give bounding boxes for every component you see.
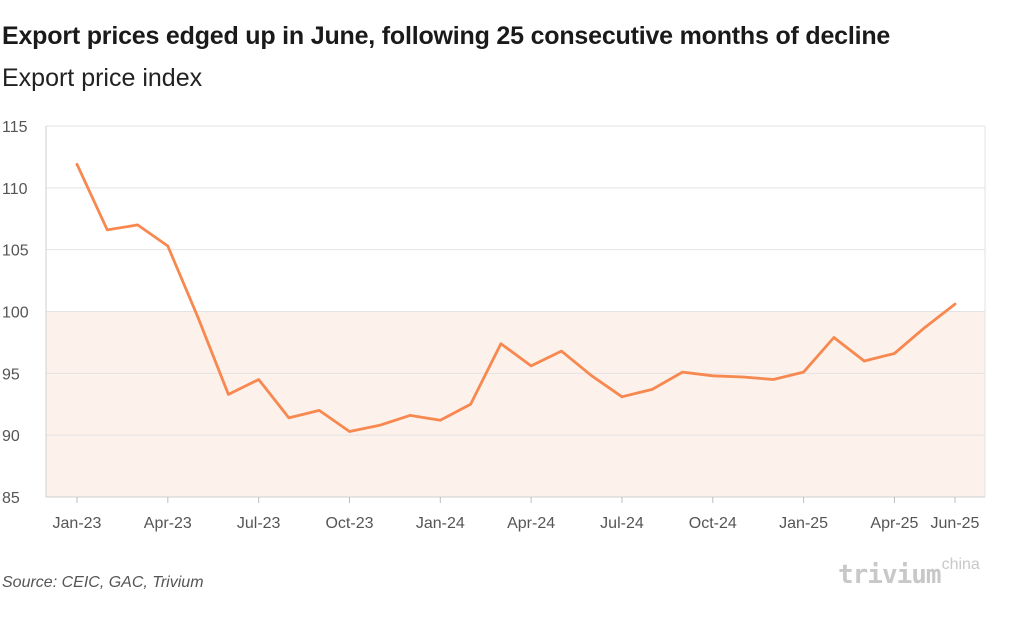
data-point-May-23 bbox=[196, 316, 200, 319]
x-tick-label-Apr-23: Apr-23 bbox=[144, 515, 192, 532]
x-tick-label-Oct-23: Oct-23 bbox=[325, 515, 373, 532]
data-point-Mar-25 bbox=[862, 359, 866, 363]
data-point-Aug-23 bbox=[287, 416, 291, 420]
data-point-Apr-25 bbox=[893, 352, 896, 355]
data-point-Oct-23 bbox=[348, 430, 351, 433]
x-tick-label-Jan-24: Jan-24 bbox=[416, 515, 465, 532]
x-tick-label-Jul-23: Jul-23 bbox=[237, 515, 281, 532]
data-point-Feb-25 bbox=[832, 336, 836, 339]
data-point-Sep-23 bbox=[318, 409, 321, 412]
below-100-band bbox=[46, 311, 985, 497]
data-point-Jun-24 bbox=[590, 374, 593, 378]
x-tick-label-Jan-25: Jan-25 bbox=[779, 515, 828, 532]
x-tick-label-Jul-24: Jul-24 bbox=[600, 515, 644, 532]
y-tick-label-95: 95 bbox=[2, 366, 20, 383]
data-point-Dec-24 bbox=[772, 378, 775, 381]
chart-title: Export prices edged up in June, followin… bbox=[2, 22, 891, 50]
x-tick-label-Jan-23: Jan-23 bbox=[53, 515, 102, 532]
series-line-0 bbox=[75, 162, 957, 433]
x-tick-label-Jun-25: Jun-25 bbox=[931, 515, 980, 532]
y-tick-label-115: 115 bbox=[2, 119, 28, 136]
data-point-May-25 bbox=[923, 326, 926, 329]
data-point-Jul-24 bbox=[620, 395, 624, 399]
data-point-Jan-25 bbox=[802, 370, 805, 374]
data-point-Feb-24 bbox=[469, 403, 472, 406]
data-point-Apr-24 bbox=[529, 364, 533, 368]
y-tick-label-110: 110 bbox=[2, 181, 28, 198]
y-tick-label-105: 105 bbox=[2, 243, 29, 260]
y-tick-label-100: 100 bbox=[2, 305, 29, 322]
data-point-Mar-23 bbox=[136, 223, 139, 227]
data-point-Sep-24 bbox=[681, 370, 684, 374]
source-note: Source: CEIC, GAC, Trivium bbox=[2, 574, 204, 591]
data-point-Oct-24 bbox=[711, 374, 714, 378]
chart-subtitle: Export price index bbox=[2, 64, 203, 92]
data-point-Nov-23 bbox=[378, 424, 381, 427]
y-tick-label-90: 90 bbox=[2, 428, 20, 445]
data-point-Aug-24 bbox=[651, 388, 654, 391]
data-point-Feb-23 bbox=[106, 228, 109, 232]
data-point-Apr-23 bbox=[166, 244, 170, 248]
data-point-Nov-24 bbox=[741, 375, 745, 379]
x-tick-label-Oct-24: Oct-24 bbox=[689, 515, 737, 532]
data-point-Jan-24 bbox=[439, 419, 442, 422]
data-point-May-24 bbox=[560, 349, 563, 353]
trivium-logo: triviumchina bbox=[838, 556, 980, 590]
data-point-Jun-23 bbox=[227, 393, 230, 396]
logo-superscript: china bbox=[941, 556, 980, 573]
y-tick-label-85: 85 bbox=[2, 490, 20, 507]
logo-wordmark: trivium bbox=[838, 560, 942, 590]
data-point-Jan-23 bbox=[75, 163, 79, 166]
x-tick-label-Apr-25: Apr-25 bbox=[870, 515, 918, 532]
data-point-Dec-23 bbox=[408, 414, 412, 417]
x-tick-label-Apr-24: Apr-24 bbox=[507, 515, 555, 532]
data-point-Mar-24 bbox=[499, 342, 503, 345]
data-point-Jun-25 bbox=[953, 302, 957, 306]
data-point-Jul-23 bbox=[257, 378, 260, 381]
